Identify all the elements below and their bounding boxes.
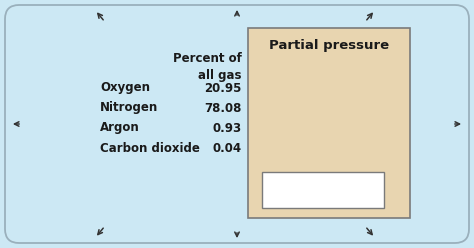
FancyBboxPatch shape xyxy=(262,172,384,208)
Text: 20.95: 20.95 xyxy=(205,82,242,94)
Text: 78.08: 78.08 xyxy=(205,101,242,115)
Text: 0.04: 0.04 xyxy=(213,142,242,155)
Text: Oxygen: Oxygen xyxy=(100,82,150,94)
FancyBboxPatch shape xyxy=(248,28,410,218)
Text: 0.93: 0.93 xyxy=(213,122,242,134)
Text: Nitrogen: Nitrogen xyxy=(100,101,158,115)
Text: Argon: Argon xyxy=(100,122,140,134)
Text: Partial pressure: Partial pressure xyxy=(269,39,389,53)
Text: Percent of
all gas: Percent of all gas xyxy=(173,52,242,82)
FancyBboxPatch shape xyxy=(5,5,469,243)
Text: Carbon dioxide: Carbon dioxide xyxy=(100,142,200,155)
